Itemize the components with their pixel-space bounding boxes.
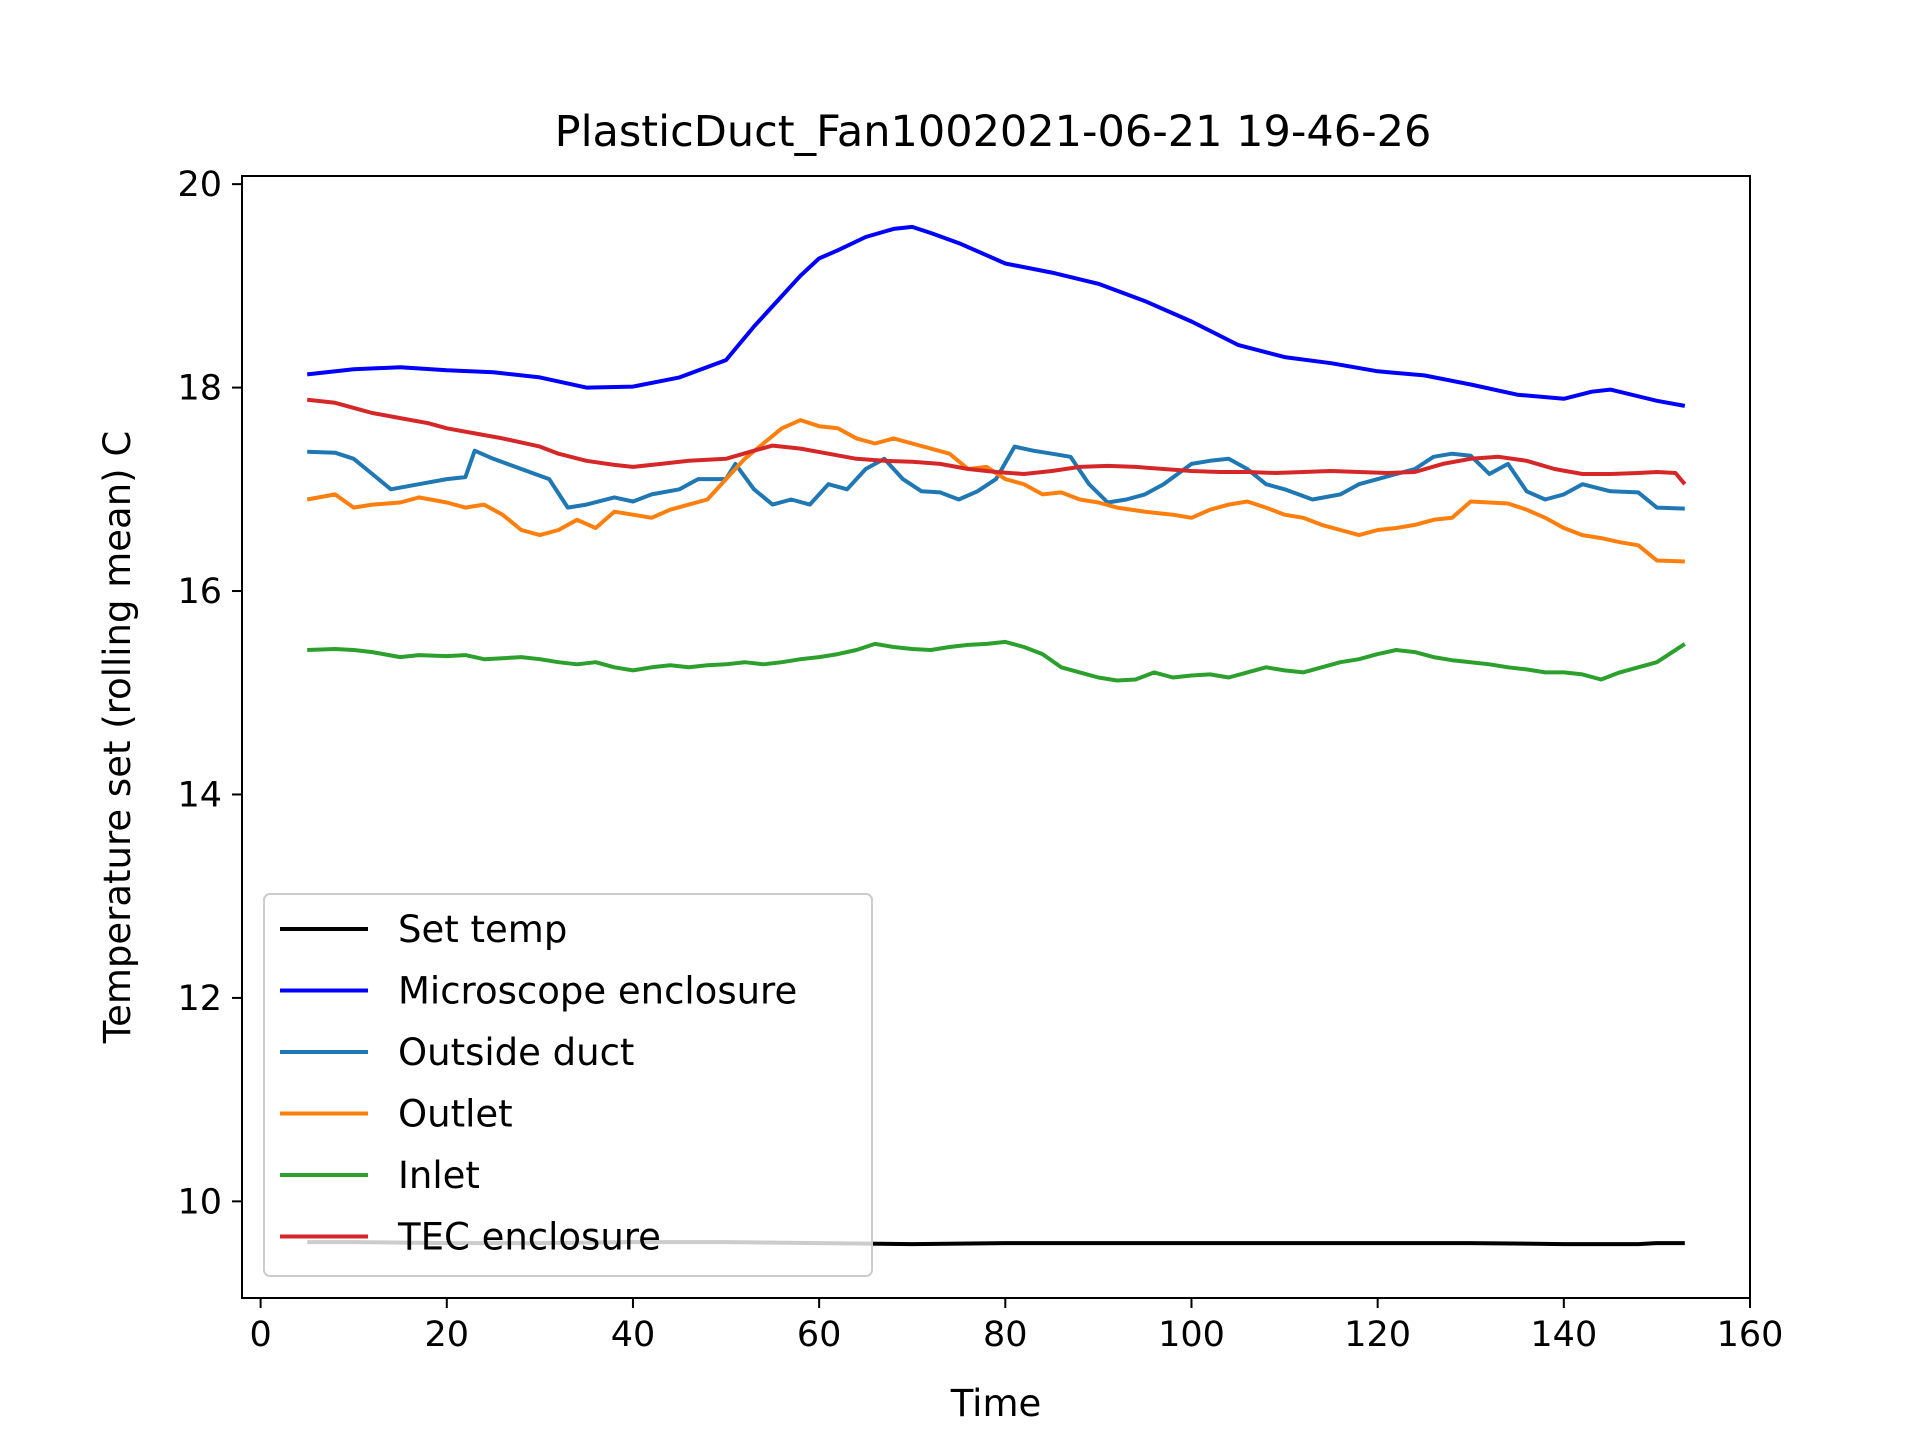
series-line-tec-enclosure <box>306 397 1687 486</box>
legend-label-outside-duct: Outside duct <box>398 1031 634 1074</box>
y-axis-ticks: 10 12 14 16 18 20 <box>177 165 242 1222</box>
x-tick-label: 20 <box>425 1315 470 1355</box>
y-tick-label: 10 <box>177 1182 222 1222</box>
x-tick-label: 120 <box>1344 1315 1411 1355</box>
x-axis-label: Time <box>950 1382 1042 1425</box>
legend-label-tec-enclosure: TEC enclosure <box>397 1216 661 1259</box>
series-line-outside-duct <box>307 444 1685 511</box>
y-tick-label: 14 <box>177 775 222 815</box>
x-axis-ticks: 0 20 40 60 80 100 120 140 160 <box>249 1298 1783 1355</box>
y-tick-label: 12 <box>177 979 222 1019</box>
x-tick-label: 0 <box>249 1315 271 1355</box>
plot-frame <box>241 175 1751 1299</box>
legend-label-inlet: Inlet <box>398 1154 480 1197</box>
series-line-microscope-enclosure <box>306 224 1686 408</box>
chart-title: PlasticDuct_Fan1002021-06-21 19-46-26 <box>555 107 1432 157</box>
y-axis-label: Temperature set (rolling mean) C <box>96 431 139 1044</box>
legend-label-set-temp: Set temp <box>398 908 567 951</box>
legend-box <box>263 893 873 1277</box>
x-tick-label: 100 <box>1158 1315 1225 1355</box>
y-tick-label: 16 <box>177 572 222 612</box>
y-tick-label: 18 <box>177 369 222 409</box>
x-tick-label: 140 <box>1530 1315 1597 1355</box>
x-tick-label: 40 <box>611 1315 656 1355</box>
legend-label-microscope-enclosure: Microscope enclosure <box>398 970 797 1013</box>
legend-label-outlet: Outlet <box>398 1093 513 1136</box>
series-line-inlet <box>307 639 1686 683</box>
y-tick-label: 20 <box>177 165 222 205</box>
x-tick-label: 80 <box>983 1315 1028 1355</box>
x-tick-label: 160 <box>1717 1315 1784 1355</box>
legend: Set temp Microscope enclosure Outside duct… <box>263 893 873 1277</box>
x-tick-label: 60 <box>797 1315 842 1355</box>
